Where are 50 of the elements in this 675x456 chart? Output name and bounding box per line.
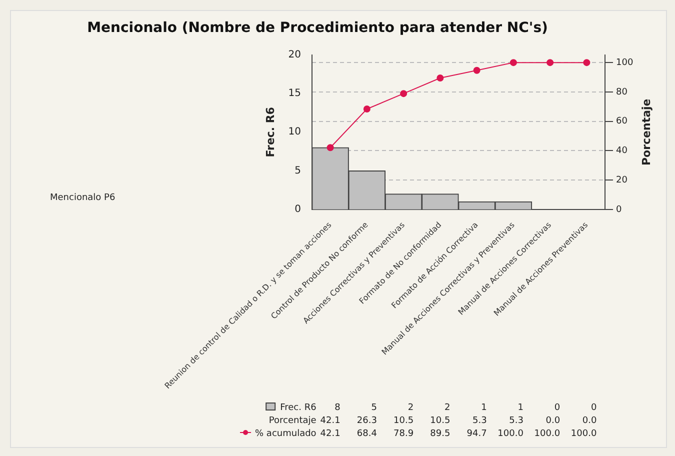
text: 5.3 <box>472 416 487 426</box>
data-label: 68.4 <box>356 429 378 439</box>
y2-tick-label: 0 <box>616 204 622 215</box>
y-tick-label: 5 <box>294 165 301 176</box>
y-tick-label: 10 <box>288 126 301 138</box>
point <box>473 66 480 74</box>
text: 10.5 <box>394 416 414 426</box>
text: 10.5 <box>430 416 450 426</box>
y-tick-label: 0 <box>294 204 301 216</box>
text: 42.1 <box>320 416 340 426</box>
data-label: 5 <box>371 403 377 413</box>
data-label: 94.7 <box>466 429 487 439</box>
point <box>363 105 370 112</box>
point <box>546 59 554 66</box>
y2-tick-label: 40 <box>616 146 628 156</box>
text: Porcentaje <box>268 416 317 426</box>
y2-tick-label: 100 <box>616 58 634 68</box>
data-label: 1 <box>518 403 524 413</box>
data-label: 8 <box>334 403 341 413</box>
y-axis-title: Frec. R6 <box>264 106 277 158</box>
y2-axis-title: Porcentaje <box>640 98 653 166</box>
y-tick-label: 15 <box>288 88 301 100</box>
data-label: 42.1 <box>320 429 340 439</box>
point <box>436 74 444 82</box>
point <box>400 90 408 98</box>
data-label: 100.0 <box>498 429 524 439</box>
data-label: 2 <box>444 403 450 413</box>
data-label: 89.5 <box>430 429 450 439</box>
y-tick-label: 20 <box>288 49 301 60</box>
legend-label: % acumulado <box>255 429 317 439</box>
text: Mencionalo P6 <box>50 193 116 203</box>
data-label: 1 <box>481 403 487 413</box>
point <box>583 59 590 66</box>
y2-tick-label: 80 <box>616 87 628 98</box>
data-label: 100.0 <box>570 429 597 439</box>
data-label: 2 <box>408 403 414 413</box>
chart-title: Mencionalo (Nombre de Procedimiento para atender NC's) <box>87 20 548 36</box>
text: 5.3 <box>509 416 524 426</box>
data-label: 100.0 <box>534 429 560 439</box>
legend-label: Frec. R6 <box>280 403 317 413</box>
data-label: 0 <box>590 403 597 413</box>
text: 26.3 <box>356 416 377 426</box>
data-label: 78.9 <box>394 429 414 439</box>
point <box>326 144 334 152</box>
data-label: 0 <box>554 403 560 413</box>
text: 0.0 <box>546 416 560 426</box>
text: 0.0 <box>582 416 597 426</box>
y2-tick-label: 60 <box>616 116 628 127</box>
y2-tick-label: 20 <box>616 175 628 186</box>
point <box>510 59 517 66</box>
